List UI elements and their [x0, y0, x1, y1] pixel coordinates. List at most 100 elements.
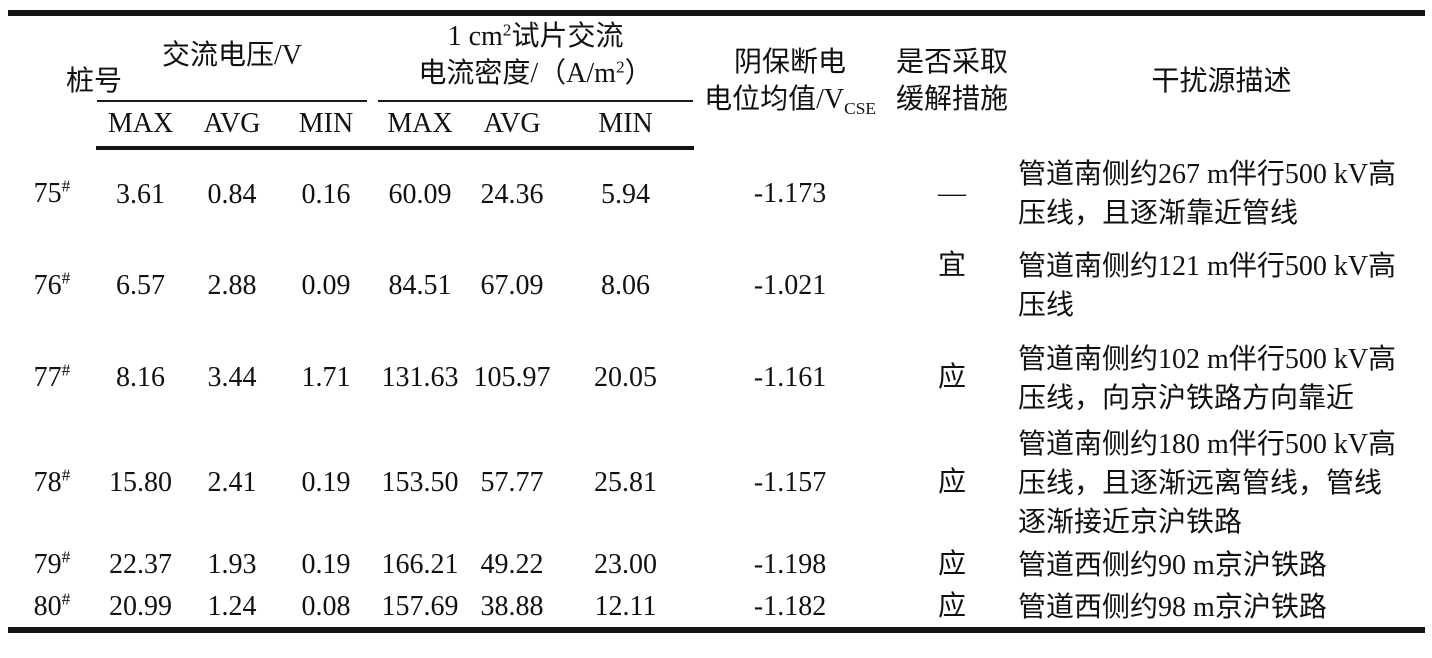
subheader-voltage-max: MAX	[96, 102, 185, 150]
cell-voltage-avg: 2.88	[207, 269, 257, 301]
cell-interference-desc: 管道南侧约180 m伴行500 kV高 压线，且逐渐远离管线，管线 逐渐接近京沪…	[1018, 425, 1425, 542]
cell-interference-desc: 管道南侧约121 m伴行500 kV高 压线	[1018, 240, 1425, 332]
pile-suffix: #	[61, 176, 71, 196]
desc-line: 管道南侧约102 m伴行500 kV高	[1018, 343, 1397, 375]
table-body: 75# 3.61 0.84 0.16 60.09 24.36 5.94 -1.1…	[8, 148, 1425, 630]
header-interference-source: 干扰源描述	[1018, 13, 1425, 148]
cell-voltage-min: 0.08	[301, 591, 351, 623]
cell-interference-desc: 管道南侧约267 m伴行500 kV高 压线，且逐渐靠近管线	[1018, 148, 1425, 240]
cell-voltage-max: 3.61	[116, 178, 165, 210]
pile-number: 79	[33, 548, 62, 580]
header-row-groups: 桩号 交流电压/V 1 cm2试片交流 电流密度/（A/m2） 阴保断电 电位均…	[8, 13, 1425, 117]
header-mitigation: 是否采取 缓解措施	[886, 13, 1018, 148]
desc-line: 逐渐接近京沪铁路	[1018, 507, 1243, 538]
cell-pile: 76#	[8, 240, 96, 332]
header-interference-source-label: 干扰源描述	[1151, 65, 1292, 97]
table-row-78: 78# 15.80 2.41 0.19 153.50 57.77 25.81 -…	[8, 425, 1425, 542]
table-header: 桩号 交流电压/V 1 cm2试片交流 电流密度/（A/m2） 阴保断电 电位均…	[8, 13, 1425, 150]
cell-mitigation: 应	[938, 591, 967, 623]
cell-cp-off-potential: -1.157	[753, 467, 827, 499]
pile-number: 80	[33, 591, 62, 623]
cell-current-max: 166.21	[381, 548, 459, 580]
pile-suffix: #	[61, 360, 71, 380]
cell-current-min: 8.06	[601, 269, 651, 301]
desc-line: 管道西侧约98 m京沪铁路	[1018, 592, 1327, 623]
pile-suffix: #	[61, 589, 71, 609]
cell-cp-off-potential: -1.173	[753, 177, 827, 209]
cell-current-avg: 49.22	[480, 548, 544, 580]
cell-voltage-max: 20.99	[109, 591, 172, 623]
pile-number: 78	[33, 467, 62, 499]
interference-measurements-table: 桩号 交流电压/V 1 cm2试片交流 电流密度/（A/m2） 阴保断电 电位均…	[8, 10, 1426, 633]
cell-current-min: 12.11	[594, 591, 657, 623]
desc-line: 管道西侧约90 m京沪铁路	[1018, 549, 1327, 581]
cell-voltage-avg: 0.84	[207, 178, 257, 210]
cell-voltage-max: 22.37	[109, 548, 172, 580]
subheader-current-min: MIN	[557, 102, 695, 150]
cell-current-max: 153.50	[381, 467, 459, 499]
pile-suffix: #	[61, 268, 71, 288]
header-row-subheaders: MAX AVG MIN MAX AVG MIN	[8, 102, 1425, 150]
cell-voltage-avg: 1.24	[207, 591, 257, 623]
desc-line: 压线	[1018, 290, 1075, 321]
cell-mitigation: 应	[938, 548, 967, 580]
table-row-79: 79# 22.37 1.93 0.19 166.21 49.22 23.00 -…	[8, 542, 1425, 588]
table-row-75: 75# 3.61 0.84 0.16 60.09 24.36 5.94 -1.1…	[8, 148, 1425, 240]
desc-line: 管道南侧约180 m伴行500 kV高	[1018, 429, 1397, 460]
cell-current-min: 23.00	[594, 548, 658, 580]
cell-cp-off-potential: -1.161	[753, 362, 827, 394]
desc-line: 压线，且逐渐远离管线，管线	[1018, 468, 1383, 499]
header-cp-off-potential: 阴保断电 电位均值/VCSE	[694, 13, 886, 148]
cell-pile: 78#	[8, 425, 96, 542]
cell-cp-off-potential: -1.021	[753, 269, 827, 301]
header-mitigation-line2: 缓解措施	[896, 84, 1009, 115]
cell-voltage-max: 8.16	[116, 362, 165, 394]
cell-current-max: 157.69	[381, 591, 459, 623]
cell-voltage-avg: 3.44	[207, 362, 257, 394]
current-density-line1-sup: 2	[502, 20, 512, 40]
cell-current-avg: 57.77	[480, 467, 544, 499]
cell-current-avg: 38.88	[480, 591, 544, 623]
header-current-density-line1: 1 cm2试片交流	[378, 19, 693, 56]
pile-suffix: #	[61, 465, 71, 485]
cell-cp-off-potential: -1.182	[753, 591, 827, 623]
pile-suffix: #	[61, 547, 71, 567]
header-pile: 桩号	[8, 13, 122, 148]
table-row-76: 76# 6.57 2.88 0.09 84.51 67.09 8.06 -1.0…	[8, 240, 1425, 332]
subheader-voltage-min: MIN	[279, 102, 374, 150]
cell-interference-desc: 管道南侧约102 m伴行500 kV高 压线，向京沪铁路方向靠近	[1018, 332, 1425, 425]
cell-voltage-avg: 1.93	[207, 548, 257, 580]
cell-voltage-min: 0.16	[301, 178, 351, 210]
cell-pile: 75#	[8, 148, 96, 240]
header-ac-voltage-group: 交流电压/V	[96, 13, 373, 102]
cell-current-avg: 24.36	[480, 178, 544, 210]
current-density-line1-post: 试片交流	[511, 21, 624, 53]
cell-current-avg: 105.97	[473, 362, 551, 394]
header-current-density-line2: 电流密度/（A/m2）	[378, 56, 693, 93]
cell-voltage-max: 6.57	[116, 269, 165, 301]
current-density-line2-pre: 电流密度/（A/m	[418, 58, 616, 89]
cell-current-max: 60.09	[388, 178, 452, 210]
table-row-77: 77# 8.16 3.44 1.71 131.63 105.97 20.05 -…	[8, 332, 1425, 425]
cell-current-avg: 67.09	[480, 269, 544, 301]
desc-line: 管道南侧约267 m伴行500 kV高	[1018, 159, 1397, 190]
cell-mitigation: 宜	[938, 250, 967, 281]
desc-line: 管道南侧约121 m伴行500 kV高	[1018, 251, 1397, 282]
cell-voltage-min: 0.19	[301, 467, 351, 499]
header-pile-label: 桩号	[65, 65, 122, 97]
cell-cp-off-potential: -1.198	[753, 548, 827, 580]
desc-line: 压线，向京沪铁路方向靠近	[1018, 382, 1355, 414]
header-ac-voltage-label: 交流电压/V	[162, 39, 303, 71]
cell-current-min: 25.81	[594, 467, 658, 499]
cell-current-min: 5.94	[601, 178, 651, 210]
cell-voltage-avg: 2.41	[207, 467, 257, 499]
cell-current-max: 131.63	[381, 362, 459, 394]
table-row-80: 80# 20.99 1.24 0.08 157.69 38.88 12.11 -…	[8, 588, 1425, 630]
pile-number: 75	[33, 177, 62, 209]
header-mitigation-line1: 是否采取	[896, 47, 1009, 79]
desc-line: 压线，且逐渐靠近管线	[1018, 198, 1299, 229]
header-cp-off-potential-sub: CSE	[844, 99, 876, 119]
cell-voltage-min: 1.71	[301, 362, 351, 394]
current-density-line1-pre: 1 cm	[447, 21, 503, 53]
